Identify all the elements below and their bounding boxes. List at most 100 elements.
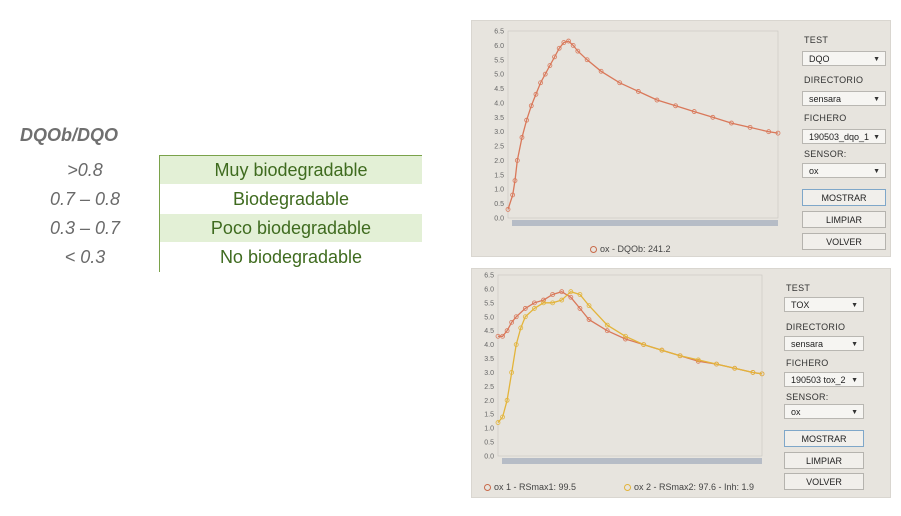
y-tick-label: 6.5 [494,29,504,36]
test-select-value: DQO [809,54,830,64]
data-point [766,129,772,135]
y-tick-label: 4.0 [484,342,494,349]
data-point [505,206,511,212]
plot-area [507,30,779,219]
data-point [673,103,678,109]
data-point [561,40,567,45]
ratio-cell: < 0.3 [64,247,106,267]
data-point [695,357,701,363]
data-point [747,124,753,130]
directory-select[interactable]: sensara ▼ [784,336,864,351]
data-point [714,361,719,367]
data-point [617,80,623,86]
y-tick-label: 6.0 [494,43,504,50]
sensor-select-value: ox [791,407,801,417]
data-point [759,371,765,377]
data-point [570,42,576,48]
data-point [584,57,590,63]
chevron-down-icon: ▼ [873,96,880,103]
table-row: < 0.3 No biodegradable [10,243,422,271]
data-point [559,289,565,295]
data-point [522,314,528,320]
back-button[interactable]: VOLVER [802,233,886,250]
ratio-cell: 0.7 – 0.8 [49,189,121,209]
chevron-down-icon: ▼ [851,377,858,384]
class-cell: No biodegradable [219,247,363,267]
data-point [550,300,556,306]
data-point [775,130,781,136]
file-select[interactable]: 190503 tox_2 ▼ [784,372,864,387]
y-tick-label: 2.0 [484,398,494,405]
data-point [509,319,515,325]
data-point [568,294,574,300]
test-select[interactable]: TOX ▼ [784,297,864,312]
chart-legend: ox 2 - RSmax2: 97.6 - Inh: 1.9 [624,482,754,492]
directory-select[interactable]: sensara ▼ [802,91,886,106]
data-point [575,48,581,54]
table-header: DQOb/DQO [20,125,118,145]
data-point [604,322,610,328]
data-point [577,306,583,311]
file-select-value: 190503_dqo_1 [809,132,870,142]
legend-entry: ox 1 - RSmax1: 99.5 [494,482,577,492]
clear-button[interactable]: LIMPIAR [802,211,886,228]
data-point [495,333,501,339]
y-tick-label: 0.5 [484,440,494,447]
data-point [586,317,592,322]
data-point [500,414,505,420]
table-column-divider [159,155,160,272]
directory-select-value: sensara [809,94,842,104]
file-label: FICHERO [786,358,829,368]
y-tick-label: 0.0 [484,454,494,461]
chevron-down-icon: ▼ [851,302,858,309]
data-point [750,370,756,375]
show-button[interactable]: MOSTRAR [802,189,886,206]
data-point [659,347,665,353]
y-tick-label: 6.0 [484,286,494,293]
sensor-label: SENSOR: [786,392,829,402]
sensor-select[interactable]: ox ▼ [784,404,864,419]
data-point [509,370,515,375]
data-point [538,80,543,86]
y-tick-label: 5.5 [484,300,494,307]
data-point [550,292,556,297]
chevron-down-icon: ▼ [851,341,858,348]
back-button[interactable]: VOLVER [784,473,864,490]
y-tick-label: 4.5 [484,328,494,335]
legend-marker-icon [624,484,631,492]
sensor-select[interactable]: ox ▼ [802,163,886,178]
data-point [604,328,610,334]
y-tick-label: 5.5 [494,57,504,64]
sensor-label: SENSOR: [804,149,847,159]
data-point [623,336,628,342]
data-point [691,109,697,114]
data-point [500,333,505,339]
baseline-signal-band [512,220,778,226]
data-point [519,135,525,140]
data-point [518,325,524,331]
data-point [654,97,660,103]
tox-chart: 0.0 0.5 1.0 1.5 2.0 2.5 3.0 3.5 4.0 4.5 5.0 5.5 6.0 6… [484,273,765,464]
data-point [533,91,539,97]
show-button[interactable]: MOSTRAR [784,430,864,447]
plot-area [497,274,763,457]
table-divider [160,155,422,156]
class-cell: Poco biodegradable [160,214,422,242]
baseline-signal-band [502,458,762,464]
data-point [542,71,548,77]
clear-button[interactable]: LIMPIAR [784,452,864,469]
data-point [514,158,520,163]
y-tick-label: 2.5 [494,144,504,151]
data-point [504,397,510,403]
class-cell: Biodegradable [232,189,350,209]
test-select[interactable]: DQO ▼ [802,51,886,66]
data-point [541,297,546,303]
chevron-down-icon: ▼ [873,134,880,141]
data-point [513,342,519,348]
data-point [510,192,516,198]
ratio-cell: >0.8 [67,160,103,180]
data-point [556,45,562,51]
data-point [586,303,592,309]
data-point [524,117,530,123]
file-select[interactable]: 190503_dqo_1 ▼ [802,129,886,144]
